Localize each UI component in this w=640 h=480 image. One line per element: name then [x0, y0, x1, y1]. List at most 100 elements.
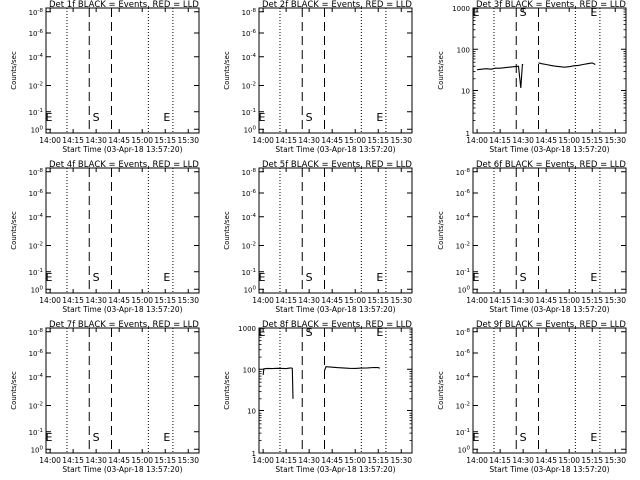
y-tick-label: 10-4 — [456, 373, 471, 382]
y-tick-label: 10-8 — [242, 8, 257, 17]
count-rate-series — [477, 63, 524, 89]
x-tick-label: 14:15 — [62, 456, 84, 465]
y-tick-label: 10-4 — [29, 213, 44, 222]
x-tick-label: 15:00 — [131, 296, 153, 305]
x-tick-label: 15:00 — [131, 136, 153, 145]
x-axis-label: Start Time (03-Apr-18 13:57:20) — [275, 465, 395, 474]
plot-frame — [472, 327, 627, 454]
panel-title: Det 4f BLACK = Events, RED = LLD — [49, 160, 199, 170]
y-axis-label: Counts/sec — [223, 371, 231, 410]
x-tick-label: 15:30 — [390, 456, 412, 465]
end-marker: E — [46, 431, 53, 444]
x-tick-label: 15:30 — [604, 456, 626, 465]
x-tick-label: 15:30 — [604, 296, 626, 305]
end-marker: E — [163, 111, 170, 124]
y-tick-label: 10-2 — [29, 242, 43, 251]
x-tick-label: 15:00 — [344, 456, 366, 465]
plot-frame — [45, 7, 200, 134]
y-tick-label: 10-8 — [456, 328, 471, 337]
y-tick-label: 100 — [243, 366, 256, 374]
x-tick-label: 15:30 — [177, 136, 199, 145]
x-axis-label: Start Time (03-Apr-18 13:57:20) — [62, 465, 182, 474]
end-marker: E — [259, 326, 266, 339]
y-axis-label: Counts/sec — [10, 51, 18, 90]
panel-title: Det 7f BLACK = Events, RED = LLD — [49, 320, 199, 330]
y-axis-label: Counts/sec — [437, 211, 445, 250]
end-marker: E — [376, 111, 383, 124]
x-tick-label: 15:30 — [390, 296, 412, 305]
y-tick-label: 100 — [244, 285, 257, 294]
y-tick-label: 10-2 — [29, 402, 43, 411]
x-tick-label: 14:45 — [535, 296, 557, 305]
end-marker: E — [473, 431, 480, 444]
y-tick-label: 10-1 — [456, 428, 470, 437]
x-tick-label: 14:30 — [512, 136, 534, 145]
y-tick-label: 100 — [31, 445, 44, 454]
x-tick-label: 15:30 — [604, 136, 626, 145]
x-tick-label: 14:30 — [298, 456, 320, 465]
x-tick-label: 15:30 — [390, 136, 412, 145]
y-tick-label: 10-1 — [29, 108, 43, 117]
x-tick-label: 14:45 — [321, 456, 343, 465]
x-tick-label: 14:45 — [108, 296, 130, 305]
y-axis-label: Counts/sec — [223, 51, 231, 90]
plot-frame — [45, 327, 200, 454]
y-tick-label: 100 — [457, 46, 470, 54]
x-tick-label: 14:45 — [535, 456, 557, 465]
plot-frame — [258, 327, 413, 454]
start-marker: S — [93, 111, 100, 124]
x-tick-label: 14:30 — [298, 136, 320, 145]
panel-title: Det 1f BLACK = Events, RED = LLD — [49, 0, 199, 10]
end-marker: E — [376, 271, 383, 284]
x-tick-label: 14:15 — [62, 296, 84, 305]
end-marker: E — [376, 326, 383, 339]
x-tick-label: 14:15 — [62, 136, 84, 145]
y-tick-label: 10-8 — [242, 168, 257, 177]
x-tick-label: 15:00 — [558, 136, 580, 145]
x-tick-label: 15:00 — [558, 456, 580, 465]
x-tick-label: 14:00 — [39, 136, 61, 145]
end-marker: E — [259, 271, 266, 284]
plot-frame — [258, 7, 413, 134]
x-tick-label: 14:15 — [489, 456, 511, 465]
x-tick-label: 15:00 — [344, 296, 366, 305]
x-tick-label: 15:00 — [558, 296, 580, 305]
panel-title: Det 8f BLACK = Events, RED = LLD — [262, 320, 412, 330]
y-axis-label: Counts/sec — [10, 211, 18, 250]
y-tick-label: 10-2 — [456, 402, 470, 411]
x-tick-label: 15:15 — [581, 296, 603, 305]
y-tick-label: 10-2 — [29, 82, 43, 91]
end-marker: E — [590, 6, 597, 19]
x-tick-label: 14:45 — [321, 136, 343, 145]
y-tick-label: 100 — [31, 285, 44, 294]
x-axis-label: Start Time (03-Apr-18 13:57:20) — [62, 145, 182, 154]
y-tick-label: 10-4 — [456, 213, 471, 222]
x-tick-label: 15:30 — [177, 296, 199, 305]
panel-title: Det 9f BLACK = Events, RED = LLD — [476, 320, 626, 330]
x-axis-label: Start Time (03-Apr-18 13:57:20) — [489, 465, 609, 474]
x-tick-label: 14:15 — [275, 136, 297, 145]
y-tick-label: 10-6 — [29, 349, 44, 358]
plot-frame — [472, 167, 627, 294]
end-marker: E — [473, 6, 480, 19]
y-tick-label: 10-1 — [456, 268, 470, 277]
y-tick-label: 10-8 — [29, 328, 44, 337]
x-tick-label: 14:00 — [466, 456, 488, 465]
y-tick-label: 10-8 — [456, 168, 471, 177]
start-marker: S — [306, 326, 313, 339]
panel-title: Det 5f BLACK = Events, RED = LLD — [262, 160, 412, 170]
x-tick-label: 15:15 — [367, 136, 389, 145]
x-tick-label: 14:15 — [489, 296, 511, 305]
start-marker: S — [93, 431, 100, 444]
y-tick-label: 10 — [247, 408, 256, 416]
x-tick-label: 14:30 — [298, 296, 320, 305]
start-marker: S — [93, 271, 100, 284]
x-tick-label: 14:00 — [252, 296, 274, 305]
y-tick-label: 10-6 — [29, 189, 44, 198]
x-tick-label: 14:00 — [39, 456, 61, 465]
